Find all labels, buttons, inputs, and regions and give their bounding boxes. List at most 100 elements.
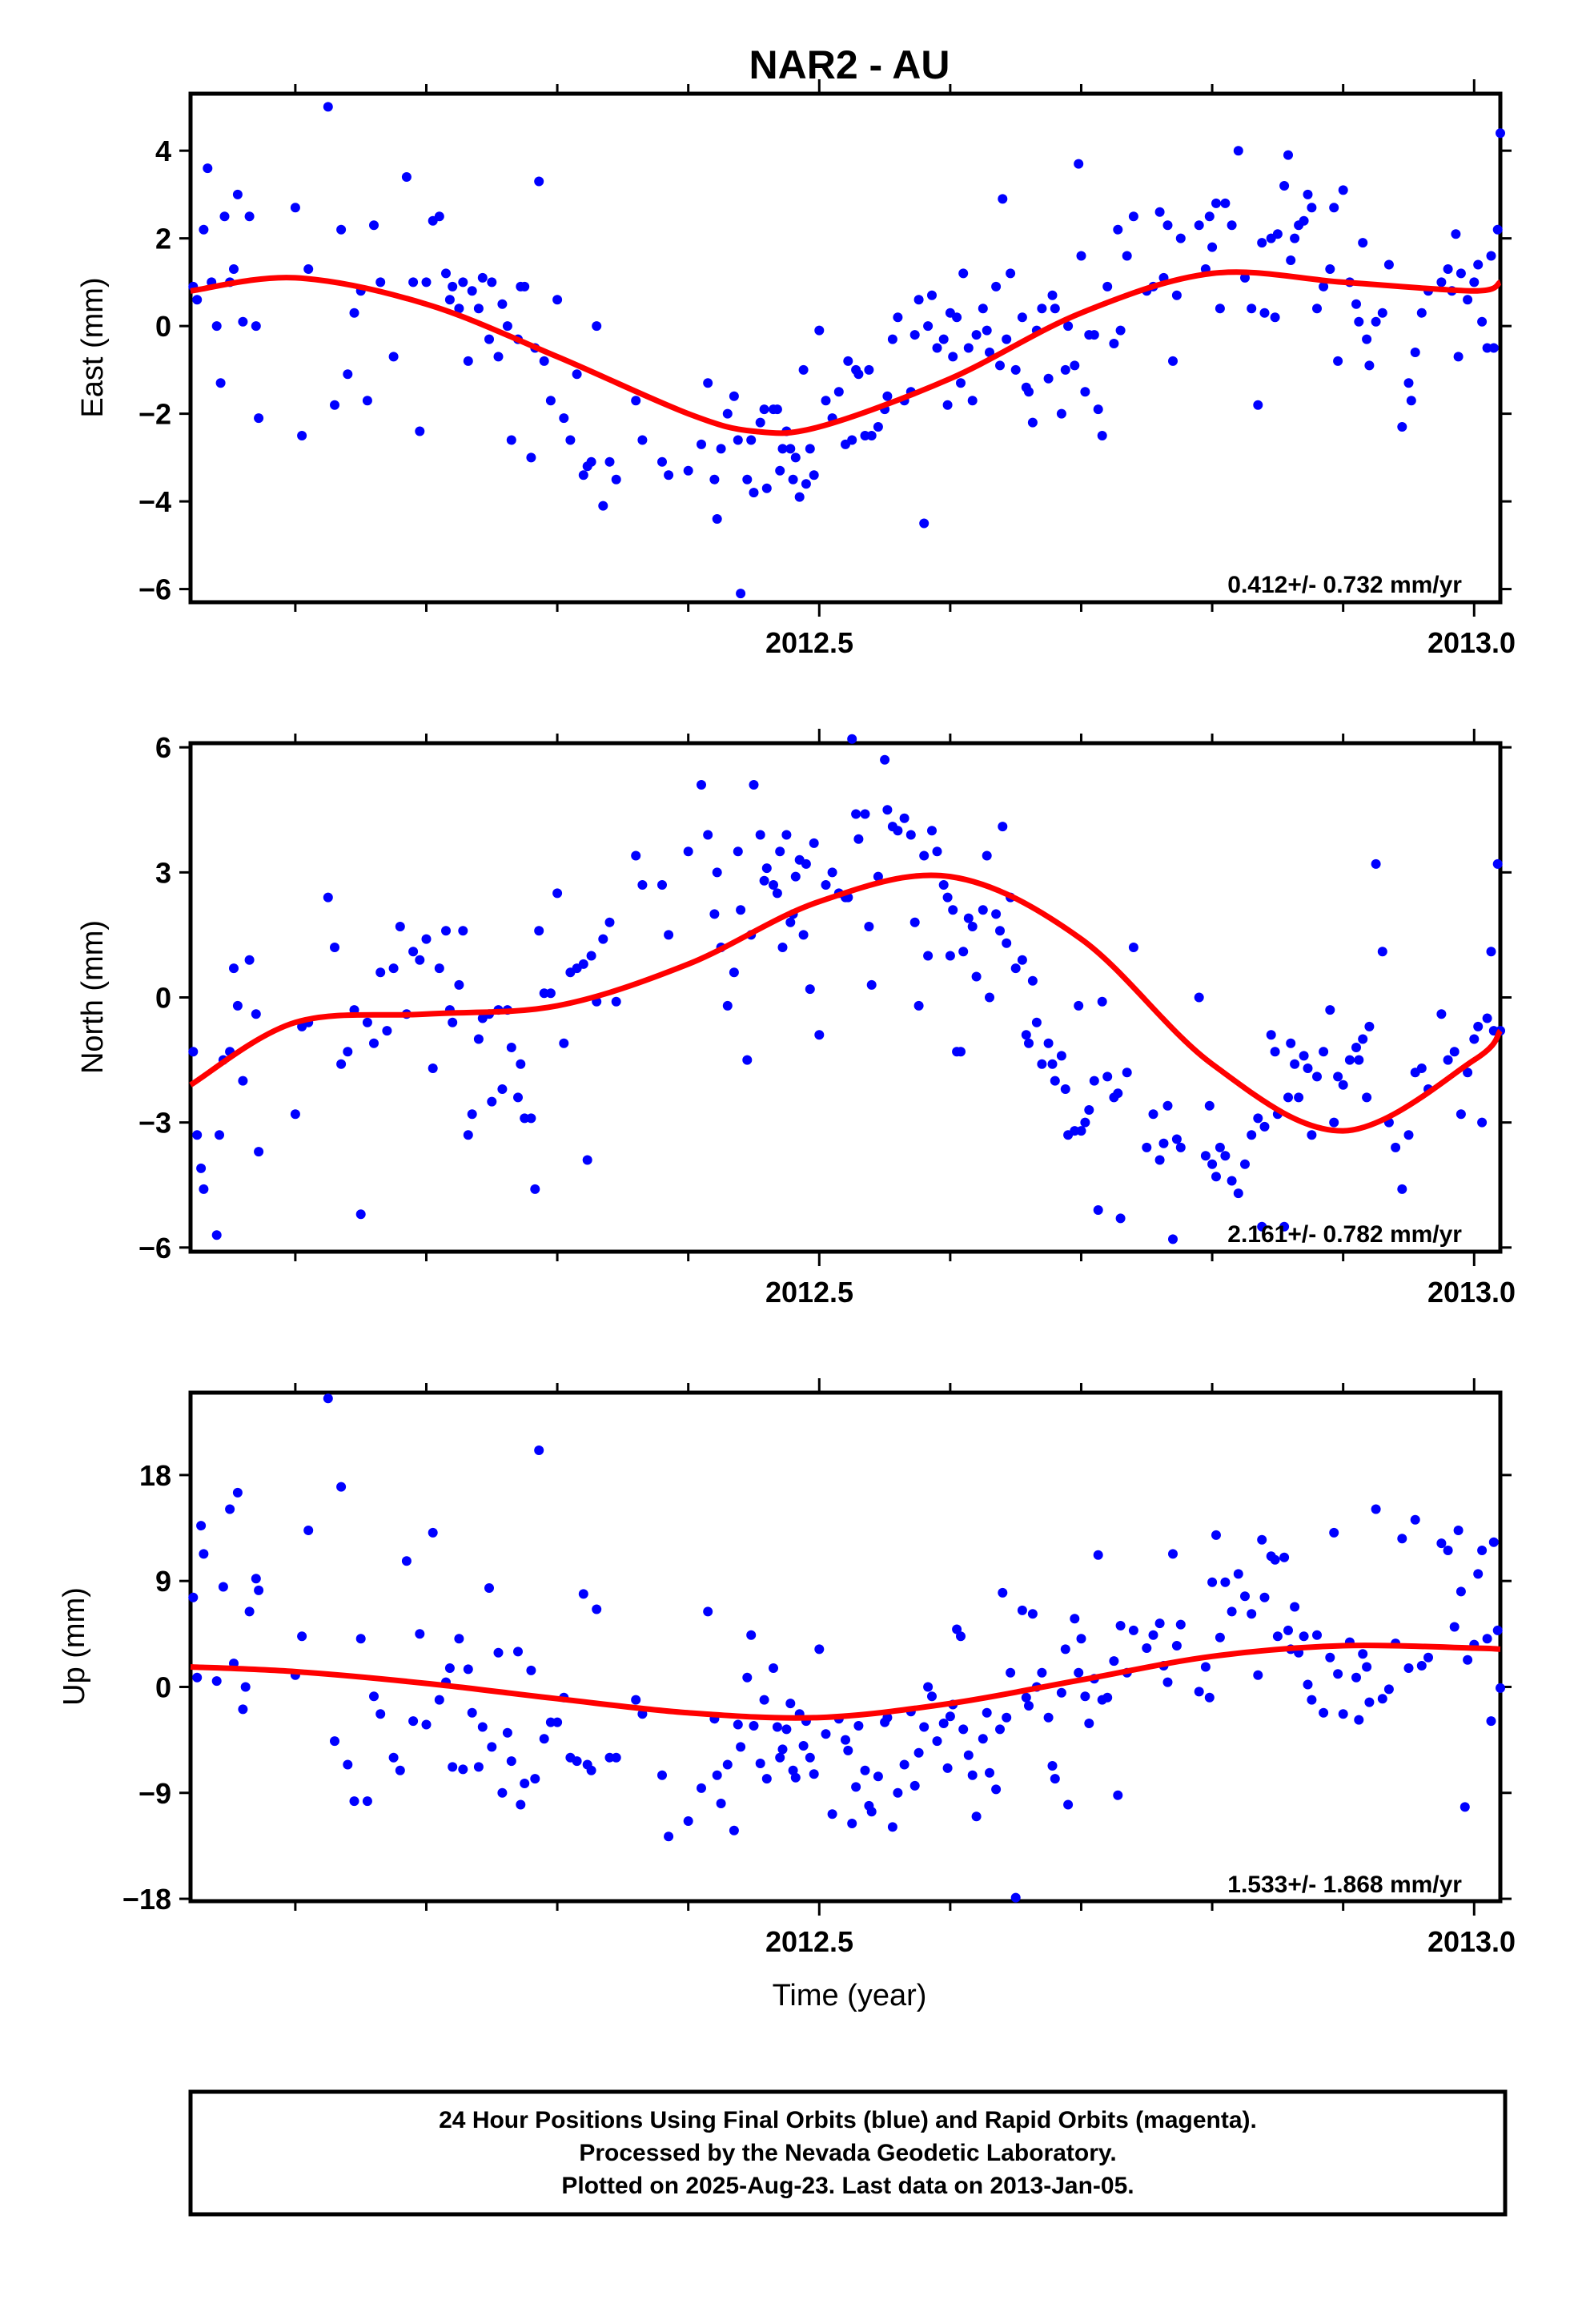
data-point [545,988,556,999]
data-point [1154,1618,1165,1629]
data-point [1477,1117,1488,1128]
data-point [1303,1063,1313,1073]
data-point [506,1043,516,1052]
data-point [1047,1761,1058,1771]
data-point [952,312,962,323]
data-point [919,518,930,529]
data-point [664,1831,674,1842]
data-point [1122,1068,1132,1078]
data-point [1319,1707,1329,1718]
data-point [604,1752,615,1763]
data-point [742,474,753,485]
data-point [240,1682,251,1692]
data-point [1056,408,1066,419]
fit-curve-east [190,269,1502,436]
scatter-points-north [188,734,1505,1244]
data-point [827,867,837,878]
data-point [814,325,825,336]
data-point [843,1745,853,1755]
data-point [1089,330,1099,340]
data-point [362,1017,372,1027]
data-point [1362,1092,1372,1103]
data-point [473,1762,484,1772]
data-point [1290,233,1300,243]
data-point [211,321,222,332]
data-point [1473,259,1484,270]
data-point [1037,1667,1047,1678]
data-point [978,1734,988,1744]
data-point [1403,1130,1414,1140]
data-point [1371,858,1381,869]
data-point [736,905,746,915]
data-point [290,1109,300,1120]
data-point [1207,242,1218,252]
data-point [458,926,468,936]
data-point [1050,304,1060,314]
data-point [1240,1591,1250,1602]
data-point [1351,299,1361,309]
data-point [998,1587,1008,1598]
data-point [552,295,563,305]
data-point [1080,1691,1090,1702]
data-point [188,1592,199,1602]
data-point [1194,220,1204,231]
data-point [733,1719,743,1730]
data-point [251,1009,261,1019]
data-point [1303,1679,1313,1690]
panel-up: −18 −9 0 9 18 2012.5 2013.0 Up (mm) 1.533+/-… [58,1378,1516,2012]
data-point [1211,1172,1221,1182]
data-point [967,922,978,931]
data-point [1482,1634,1492,1644]
data-point [1391,1142,1401,1152]
data-point [1047,290,1058,300]
data-point [971,971,982,982]
data-point [513,1647,523,1657]
data-point [887,1822,897,1832]
data-point [1259,1592,1270,1602]
data-point [1496,1683,1505,1693]
y-axis-ticks-north: −6 −3 0 3 6 [139,731,1512,1265]
fit-curve-north [189,872,1503,1134]
data-point [790,871,801,882]
data-point [211,1230,222,1240]
data-point [853,369,864,380]
data-point [703,378,713,388]
data-point [1358,238,1368,248]
data-point [631,396,641,406]
data-point [1024,1038,1034,1048]
data-point [1354,1055,1364,1065]
data-point [1325,264,1335,274]
data-point [1436,277,1447,287]
y-tick-label: 0 [155,982,171,1015]
data-point [1060,1084,1070,1094]
data-point [1325,1005,1335,1015]
data-point [349,308,359,318]
data-point [1319,1047,1329,1057]
data-point [746,435,757,445]
data-point [1021,1030,1031,1040]
data-point [657,1770,667,1780]
data-point [1060,364,1070,375]
y-tick-label: 3 [155,856,171,889]
scatter-points-east [188,102,1505,599]
data-point [238,1704,248,1715]
data-point [827,1809,837,1819]
y-tick-label: 0 [155,310,171,343]
data-point [1456,1586,1466,1597]
data-point [1482,1013,1492,1023]
data-point [467,1109,477,1120]
data-point [1010,364,1021,375]
y-tick-label: 2 [155,223,171,255]
y-tick-label: 9 [155,1565,171,1598]
rate-label-north: 2.161+/- 0.782 mm/yr [1227,1221,1462,1248]
data-point [1050,1076,1060,1086]
data-point [851,1782,861,1792]
data-point [1175,1142,1186,1152]
data-point [1290,1602,1300,1612]
data-point [1286,1038,1296,1048]
data-point [572,1756,582,1767]
data-point [755,417,765,428]
data-point [586,456,596,467]
data-point [1333,1669,1343,1679]
data-point [592,1604,602,1614]
